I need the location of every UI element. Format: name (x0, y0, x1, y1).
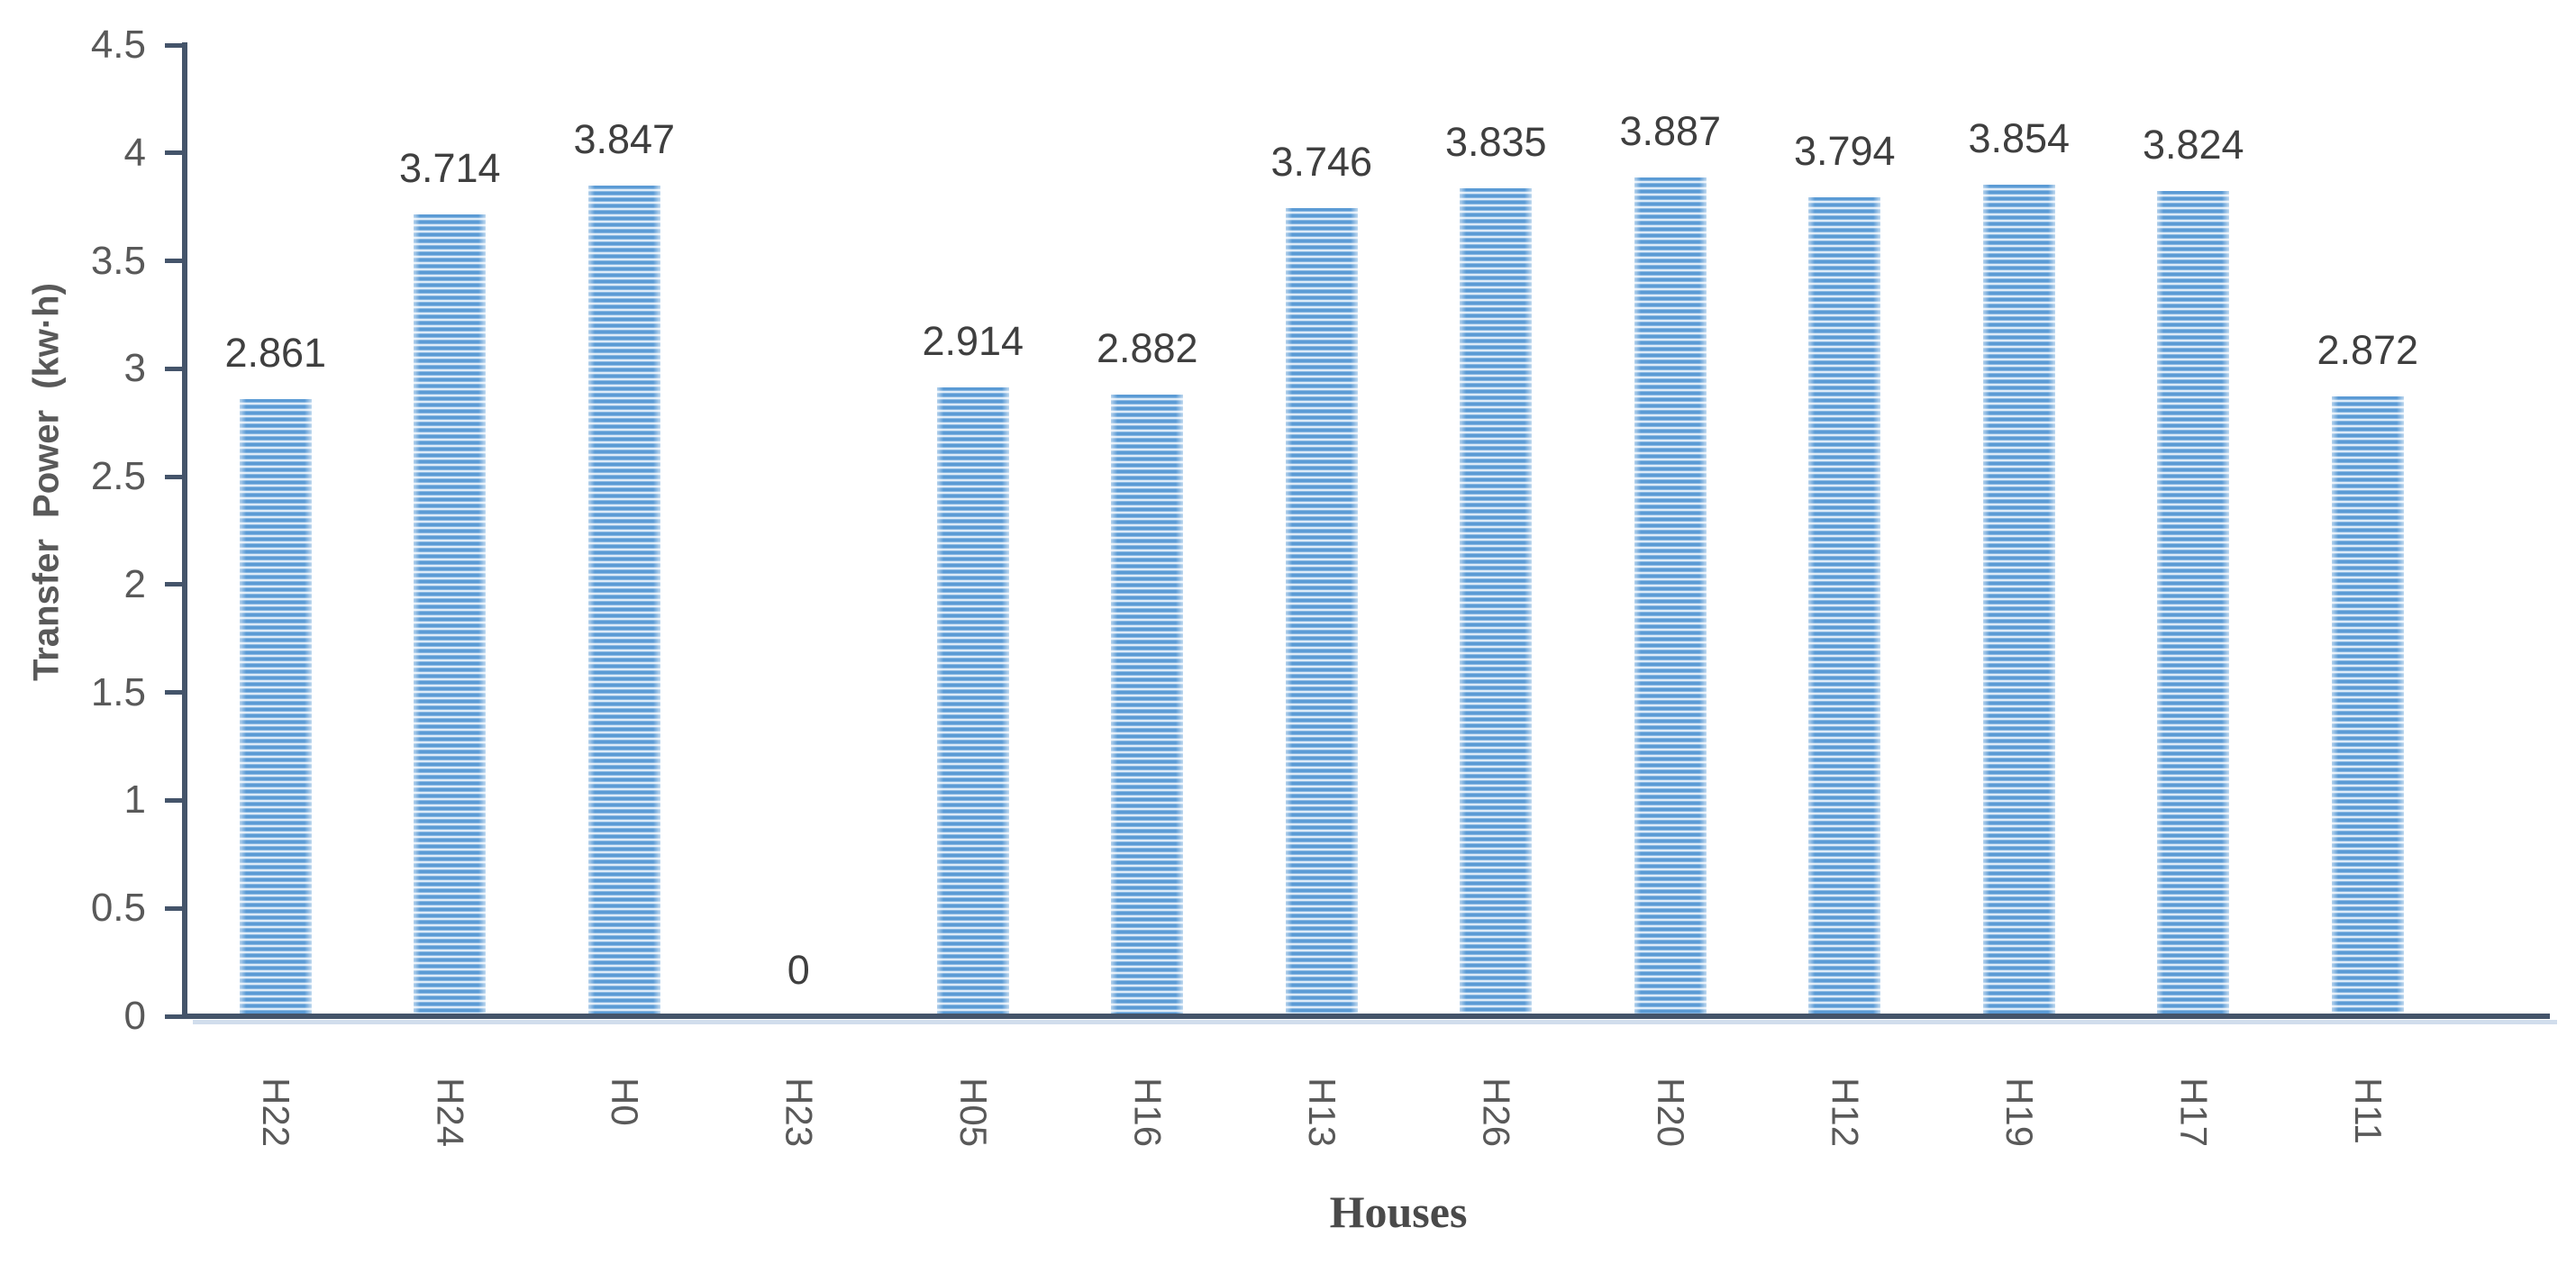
x-category-label: H16 (1126, 1078, 1170, 1148)
y-tick-label: 4 (123, 130, 146, 175)
y-tick-mark (165, 259, 185, 264)
x-category-label: H19 (1998, 1078, 2041, 1148)
y-tick-label: 1.5 (90, 669, 146, 714)
bar-value-label: 2.882 (1096, 325, 1198, 371)
y-tick-mark (165, 690, 185, 696)
bar-value-label: 3.794 (1793, 128, 1896, 174)
bar-H12 (1808, 197, 1881, 1016)
y-tick-mark (165, 150, 185, 156)
bar-value-label: 3.854 (1968, 115, 2071, 161)
bar-H19 (1982, 185, 2055, 1016)
y-tick-label: 3 (123, 346, 146, 391)
bar-value-label: 0 (787, 947, 810, 993)
y-tick-mark (165, 366, 185, 371)
y-tick-label: 0.5 (90, 886, 146, 931)
bar-H0 (587, 186, 660, 1016)
bar-H22 (239, 399, 312, 1016)
bar-value-label: 2.861 (224, 330, 327, 376)
bar-H05 (936, 387, 1009, 1016)
y-tick-label: 3.5 (90, 238, 146, 283)
x-axis-shadow (193, 1020, 2557, 1024)
x-category-label: H12 (1824, 1078, 1867, 1148)
x-category-label: H0 (603, 1078, 646, 1126)
x-category-label: H20 (1649, 1078, 1692, 1148)
x-axis-title: Houses (1329, 1187, 1468, 1237)
x-axis-line (182, 1014, 2550, 1019)
x-category-label: H13 (1300, 1078, 1343, 1148)
y-tick-mark (165, 582, 185, 587)
bar-H17 (2157, 191, 2230, 1016)
bar-value-label: 3.824 (2142, 122, 2244, 168)
bar-H11 (2331, 396, 2404, 1016)
y-tick-label: 1 (123, 777, 146, 823)
y-tick-mark (165, 42, 185, 48)
y-tick-label: 0 (123, 994, 146, 1038)
y-tick-mark (165, 474, 185, 479)
bar-H24 (414, 214, 487, 1016)
bar-H20 (1634, 177, 1707, 1016)
bar-H16 (1111, 395, 1184, 1016)
x-category-label: H24 (429, 1078, 472, 1148)
bar-value-label: 3.746 (1270, 139, 1373, 185)
y-tick-mark (165, 797, 185, 803)
x-category-label: H23 (778, 1078, 821, 1148)
y-tick-label: 2 (123, 561, 146, 606)
y-axis-line (182, 42, 187, 1019)
bar-value-label: 3.847 (573, 116, 676, 162)
y-tick-mark (165, 1014, 185, 1019)
bar-value-label: 2.914 (922, 318, 1024, 364)
y-tick-label: 2.5 (90, 454, 146, 499)
bar-value-label: 3.714 (398, 145, 501, 191)
bar-value-label: 2.872 (2317, 327, 2419, 373)
bar-value-label: 3.887 (1619, 108, 1722, 154)
x-category-label: H22 (254, 1078, 297, 1148)
y-tick-mark (165, 905, 185, 911)
bar-value-label: 3.835 (1444, 119, 1547, 165)
x-category-label: H05 (951, 1078, 995, 1148)
y-tick-label: 4.5 (90, 23, 146, 67)
x-category-label: H26 (1475, 1078, 1518, 1148)
x-category-label: H17 (2172, 1078, 2216, 1148)
bar-H26 (1460, 188, 1533, 1016)
bar-H13 (1285, 208, 1358, 1016)
x-category-label: H11 (2346, 1078, 2389, 1144)
